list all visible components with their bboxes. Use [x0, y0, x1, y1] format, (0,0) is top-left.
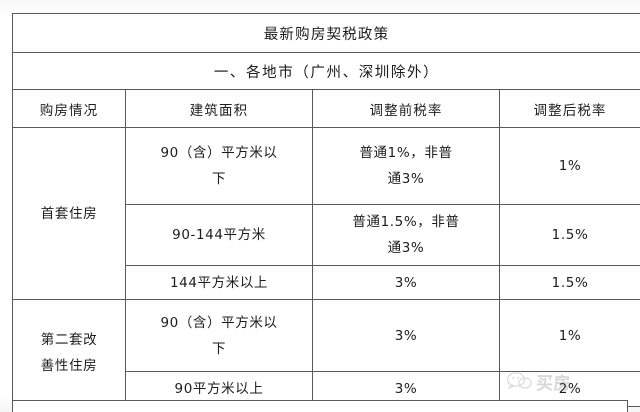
table-row: 90-144平方米 普通1.5%，非普 通3% 1.5% — [13, 204, 640, 266]
cell-rate-after: 1.5% — [498, 265, 640, 300]
rate-before-line-2: 通3% — [387, 171, 425, 187]
cell-rate-after: 1% — [498, 299, 640, 372]
cell-rate-after: 1.5% — [498, 204, 640, 266]
cell-rate-before: 3% — [312, 265, 500, 300]
cell-building-area: 144平方米以上 — [125, 265, 313, 300]
table-title-row: 最新购房契税政策 — [11, 13, 640, 53]
column-header-purchase-situation: 购房情况 — [12, 89, 126, 128]
cell-building-area: 90-144平方米 — [125, 204, 313, 266]
table-row: 首套住房 90（含）平方米以 下 普通1%，非普 通3% 1% — [12, 127, 640, 300]
cell-rate-before: 3% — [312, 299, 500, 372]
cell-rate-after: 1% — [498, 127, 640, 205]
column-header-building-area: 建筑面积 — [125, 89, 313, 128]
cell-building-area: 90（含）平方米以 下 — [125, 299, 313, 372]
rate-before-line-1: 普通1.5%，非普 — [352, 214, 460, 230]
group-label-line-1: 第二套改 — [40, 332, 98, 348]
cell-building-area: 90（含）平方米以 下 — [125, 127, 313, 205]
group-label-first-home: 首套住房 — [12, 127, 126, 300]
table-header-row: 购房情况 建筑面积 调整前税率 调整后税率 — [12, 89, 640, 128]
document-title: 最新购房契税政策 — [11, 13, 640, 53]
area-line-1: 90-144平方米 — [172, 227, 266, 243]
table-row: 第二套改 善性住房 90（含）平方米以 下 3% 1% — [12, 299, 640, 407]
group-label-line-2: 善性住房 — [40, 358, 98, 374]
column-header-rate-before: 调整前税率 — [312, 89, 500, 128]
area-line-1: 90（含）平方米以 — [160, 145, 278, 161]
rate-before-line-1: 普通1%，非普 — [359, 145, 453, 161]
table-subtitle-row: 一、各地市（广州、深圳除外） — [11, 52, 640, 90]
area-line-1: 90（含）平方米以 — [160, 314, 278, 331]
column-header-rate-after: 调整后税率 — [498, 89, 640, 128]
section-heading: 一、各地市（广州、深圳除外） — [11, 52, 640, 90]
group-label-second-improvement-home: 第二套改 善性住房 — [12, 299, 126, 407]
policy-table: 最新购房契税政策 一、各地市（广州、深圳除外） 购房情况 建筑面积 调整前税率 … — [11, 13, 640, 407]
area-line-2: 下 — [211, 171, 227, 187]
area-line-2: 下 — [211, 340, 227, 357]
rate-before-line-2: 通3% — [387, 240, 425, 256]
cell-rate-before: 普通1%，非普 通3% — [312, 127, 500, 205]
cell-rate-before: 普通1.5%，非普 通3% — [312, 204, 500, 266]
policy-table-container: 最新购房契税政策 一、各地市（广州、深圳除外） 购房情况 建筑面积 调整前税率 … — [11, 13, 640, 407]
table-next-row-partial — [12, 400, 628, 412]
